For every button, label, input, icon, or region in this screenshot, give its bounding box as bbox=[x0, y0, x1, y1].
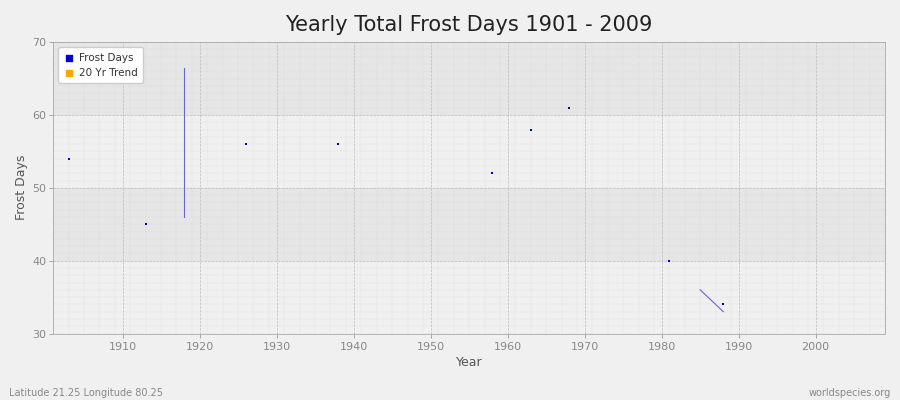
Point bbox=[662, 258, 677, 264]
Point bbox=[562, 104, 576, 111]
Bar bbox=[53, 188, 885, 261]
Point bbox=[61, 156, 76, 162]
Legend: Frost Days, 20 Yr Trend: Frost Days, 20 Yr Trend bbox=[58, 47, 143, 83]
Bar bbox=[53, 261, 885, 334]
Point bbox=[524, 126, 538, 133]
Point bbox=[716, 301, 731, 308]
Point bbox=[139, 221, 153, 228]
Point bbox=[485, 170, 500, 176]
Title: Yearly Total Frost Days 1901 - 2009: Yearly Total Frost Days 1901 - 2009 bbox=[285, 15, 652, 35]
Bar bbox=[53, 42, 885, 115]
Bar bbox=[53, 115, 885, 188]
X-axis label: Year: Year bbox=[455, 356, 482, 369]
Y-axis label: Frost Days: Frost Days bbox=[15, 155, 28, 220]
Text: Latitude 21.25 Longitude 80.25: Latitude 21.25 Longitude 80.25 bbox=[9, 388, 163, 398]
Text: worldspecies.org: worldspecies.org bbox=[809, 388, 891, 398]
Point bbox=[238, 141, 253, 147]
Point bbox=[331, 141, 346, 147]
